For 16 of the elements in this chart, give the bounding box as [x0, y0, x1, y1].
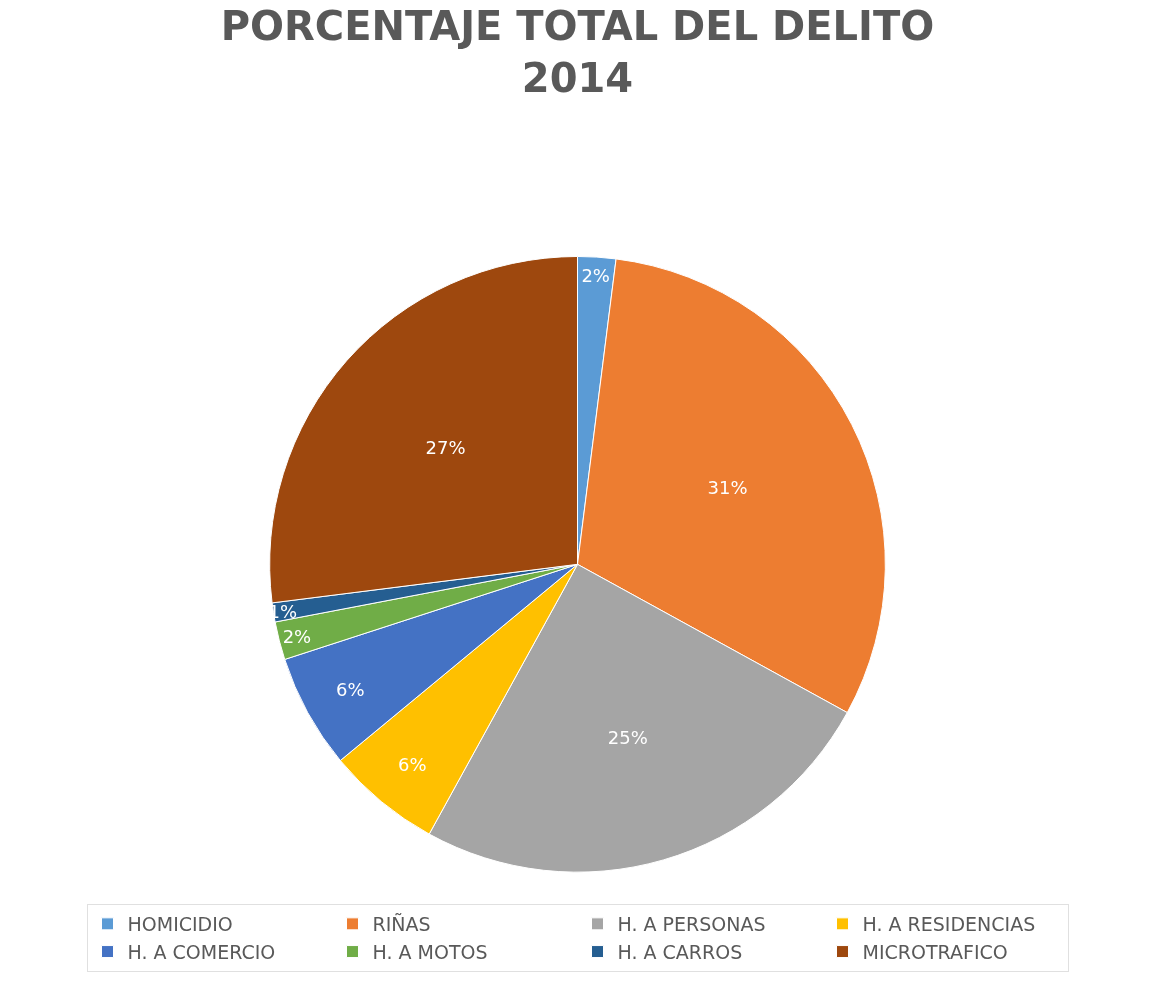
legend-label: H. A COMERCIO — [127, 940, 276, 963]
data-label: 2% — [282, 625, 312, 647]
legend-label: H. A RESIDENCIAS — [862, 913, 1036, 936]
legend-label: HOMICIDIO — [127, 913, 233, 936]
legend-label: H. A MOTOS — [372, 940, 488, 963]
legend-label: H. A PERSONAS — [617, 913, 766, 936]
data-label: 31% — [707, 477, 748, 499]
legend-label: MICROTRAFICO — [862, 940, 1008, 963]
data-label: 6% — [336, 678, 365, 700]
data-label: 25% — [607, 726, 648, 748]
data-label: 2% — [581, 264, 610, 286]
chart-title: PORCENTAJE TOTAL DEL DELITO 2014 — [220, 2, 935, 101]
data-label: 6% — [397, 753, 427, 775]
legend-label: H. A CARROS — [617, 940, 743, 963]
legend-label: RIÑAS — [372, 913, 431, 936]
data-label: 27% — [425, 437, 466, 459]
